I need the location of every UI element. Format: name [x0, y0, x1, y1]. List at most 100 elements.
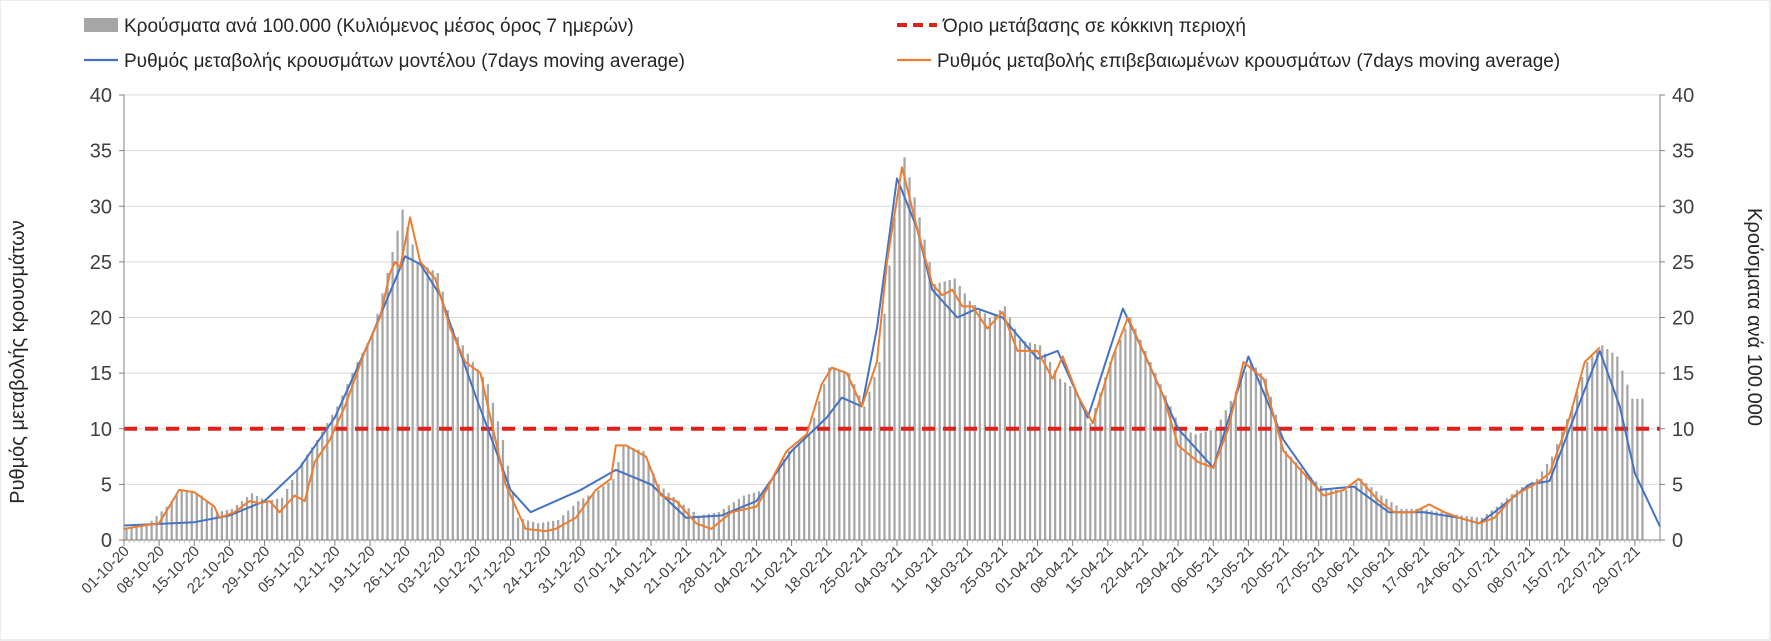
- bar: [1320, 485, 1323, 540]
- bar: [1480, 517, 1483, 540]
- bar: [496, 421, 500, 540]
- bar: [1390, 502, 1393, 540]
- bar: [843, 371, 846, 540]
- bar: [1079, 400, 1082, 540]
- bar: [838, 370, 841, 540]
- bar: [798, 442, 801, 540]
- bar: [1310, 477, 1313, 540]
- bar: [1445, 513, 1448, 540]
- bar: [506, 465, 510, 540]
- bar: [687, 508, 690, 540]
- bar: [1475, 517, 1478, 540]
- bar: [1636, 398, 1639, 540]
- bar: [933, 284, 936, 540]
- bar: [1375, 491, 1378, 540]
- bar: [667, 492, 670, 540]
- bar: [1209, 430, 1212, 540]
- bar: [160, 511, 163, 540]
- bar: [787, 451, 791, 540]
- bar: [627, 446, 630, 540]
- bar: [1535, 478, 1539, 540]
- bar: [642, 451, 645, 540]
- bar: [1360, 478, 1363, 540]
- bar: [1631, 398, 1634, 540]
- bar: [135, 527, 138, 540]
- bar: [1315, 481, 1318, 540]
- bar: [491, 402, 495, 540]
- bar: [908, 177, 911, 540]
- bar: [1465, 516, 1468, 540]
- bar: [1119, 339, 1122, 540]
- bar: [1555, 444, 1559, 540]
- bar: [938, 282, 941, 540]
- bar: [1013, 328, 1017, 540]
- bar: [1540, 471, 1544, 540]
- bar: [431, 270, 434, 540]
- bar-series: [125, 157, 1644, 541]
- bar: [275, 498, 279, 540]
- bar: [948, 279, 951, 540]
- bar: [737, 498, 741, 540]
- bar: [592, 492, 595, 540]
- bar: [577, 501, 580, 540]
- bar: [782, 458, 786, 540]
- bar: [1616, 356, 1619, 540]
- y-tick-label-left: 15: [90, 363, 112, 385]
- bar: [1350, 486, 1353, 540]
- bar: [1164, 395, 1167, 540]
- bar: [155, 516, 158, 540]
- bar: [1485, 514, 1488, 540]
- bar: [747, 494, 751, 540]
- bar: [471, 362, 474, 540]
- bar: [1064, 382, 1067, 540]
- bar: [356, 362, 359, 540]
- bar: [692, 511, 695, 540]
- bar: [677, 501, 680, 540]
- bar: [1545, 463, 1549, 540]
- bar: [1405, 508, 1408, 540]
- bar: [521, 519, 525, 540]
- y-tick-label-right: 20: [1672, 308, 1694, 330]
- y-tick-label-left: 25: [90, 252, 112, 274]
- bar: [913, 197, 916, 540]
- bar: [697, 515, 700, 540]
- bar: [1596, 350, 1599, 540]
- bar: [1109, 362, 1112, 540]
- bar: [923, 239, 926, 540]
- bar: [1495, 506, 1498, 540]
- bar: [1003, 306, 1007, 540]
- bar: [557, 519, 560, 540]
- bar: [346, 384, 349, 540]
- bar: [943, 281, 946, 540]
- bar: [185, 491, 188, 540]
- bar: [762, 489, 766, 540]
- bar: [607, 482, 610, 540]
- bar: [983, 313, 986, 540]
- y-tick-label-left: 0: [101, 530, 112, 552]
- bar: [1515, 489, 1519, 540]
- bar: [652, 473, 655, 540]
- bar: [672, 496, 675, 540]
- legend-label: Ρυθμός μεταβολής επιβεβαιωμένων κρουσμάτ…: [937, 51, 1560, 72]
- bar: [371, 334, 374, 540]
- bar: [918, 217, 921, 540]
- bar: [587, 495, 590, 540]
- bar: [953, 278, 956, 540]
- line-series-2: [123, 166, 1601, 533]
- bar: [963, 293, 966, 540]
- bar: [1586, 362, 1589, 540]
- bar: [1259, 373, 1263, 540]
- bar: [1520, 487, 1524, 540]
- bar: [567, 510, 570, 540]
- bar: [1089, 423, 1092, 540]
- bar: [511, 491, 515, 540]
- bar: [1249, 362, 1253, 540]
- bar: [1576, 391, 1579, 540]
- bar: [1189, 432, 1192, 540]
- bar: [1054, 370, 1057, 540]
- bar: [1621, 370, 1624, 540]
- bar: [1239, 381, 1242, 540]
- bar: [235, 504, 239, 540]
- bar: [476, 369, 480, 540]
- bar: [1500, 502, 1504, 540]
